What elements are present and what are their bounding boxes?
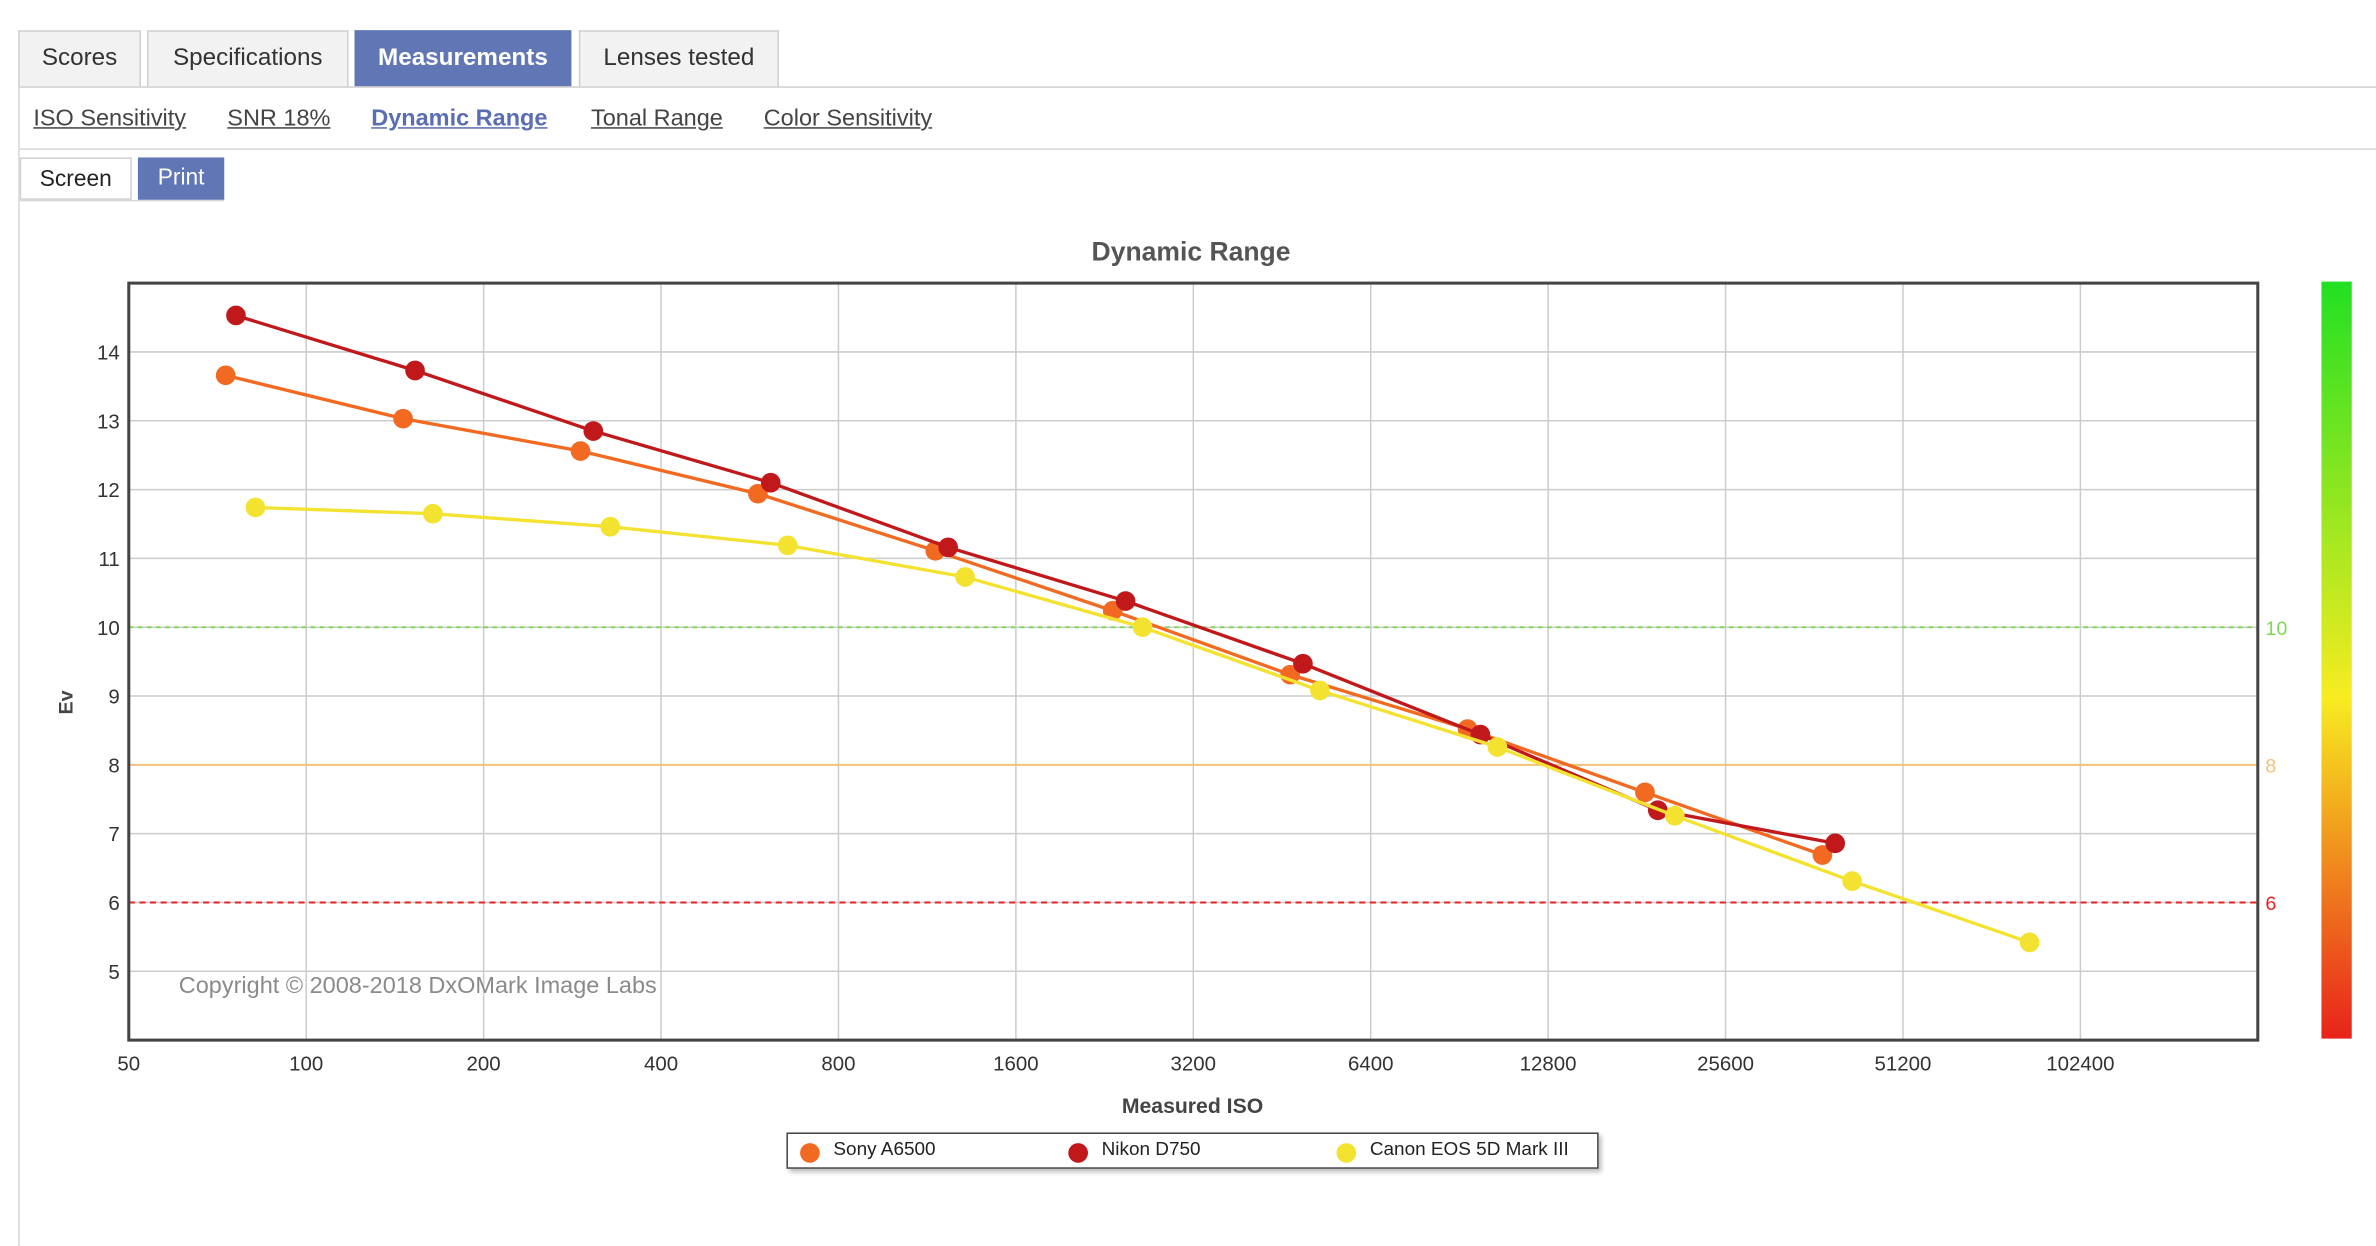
data-point-canon	[422, 503, 443, 524]
y-tick-label: 6	[108, 892, 119, 915]
x-tick-label: 100	[289, 1052, 323, 1075]
content-frame	[18, 87, 2376, 1246]
data-point-nikon	[226, 305, 246, 326]
data-point-canon	[1310, 680, 1330, 701]
tab-measurements[interactable]: Measurements	[354, 30, 572, 87]
subnav-color-sensitivity[interactable]: Color Sensitivity	[763, 105, 933, 132]
data-point-nikon	[938, 537, 959, 558]
dynamic-range-chart: Dynamic Range 10 8 6 5 6 7 8 9 10 11 12 13 14 50 100…	[56, 236, 2352, 1118]
data-point-canon	[600, 516, 621, 537]
legend-canon-label: Canon EOS 5D Mark III	[1369, 1138, 1569, 1160]
data-point-nikon	[760, 472, 781, 493]
y-tick-label: 14	[97, 342, 120, 365]
x-tick-label: 50	[117, 1052, 140, 1075]
chart-title: Dynamic Range	[1092, 236, 1291, 266]
x-tick-label: 200	[467, 1052, 501, 1075]
data-point-sony	[393, 408, 413, 429]
y-tick-label: 11	[98, 548, 119, 571]
y-tick-label: 13	[97, 410, 120, 433]
tab-specifications[interactable]: Specifications	[146, 30, 349, 87]
subnav-divider	[19, 148, 2376, 150]
data-point-nikon	[405, 360, 425, 381]
toggle-divider	[19, 199, 225, 202]
subnav-dynamic-range[interactable]: Dynamic Range	[371, 105, 548, 132]
chart-grid	[128, 283, 2258, 1041]
data-point-nikon	[583, 421, 604, 441]
data-point-nikon	[1293, 653, 1313, 674]
series-line-canon	[255, 505, 2031, 945]
y-tick-label: 7	[108, 823, 119, 846]
data-series	[215, 305, 2040, 953]
x-axis-label: Measured ISO	[1122, 1095, 1263, 1118]
y-tick-label: 10	[97, 617, 120, 640]
reference-label-6: 6	[2265, 893, 2276, 915]
data-point-canon	[1487, 737, 1508, 757]
y-tick-label: 9	[108, 686, 119, 709]
print-toggle-button[interactable]: Print	[137, 157, 225, 200]
data-point-canon	[1842, 871, 1863, 891]
y-tick-label: 12	[97, 479, 120, 502]
reference-lines: 10 8 6	[128, 618, 2287, 915]
y-tick-label: 5	[108, 961, 119, 984]
chart-legend: Sony A6500 Nikon D750 Canon EOS 5D Mark …	[786, 1132, 1599, 1169]
plot-frame	[127, 281, 2260, 1042]
data-point-canon	[777, 535, 798, 556]
reference-label-8: 8	[2265, 755, 2276, 777]
data-point-canon	[1664, 805, 1685, 826]
x-tick-label: 12800	[1520, 1052, 1577, 1075]
tab-scores[interactable]: Scores	[18, 30, 141, 87]
y-axis-ticks: 5 6 7 8 9 10 11 12 13 14	[97, 342, 120, 984]
data-point-sony	[1635, 782, 1655, 803]
legend-nikon-marker	[1068, 1143, 1088, 1163]
y-tick-label: 8	[108, 754, 119, 777]
main-tabs: Scores Specifications Measurements Lense…	[18, 30, 2376, 88]
data-point-sony	[748, 483, 768, 504]
data-point-sony	[1812, 845, 1833, 865]
x-tick-label: 25600	[1697, 1052, 1754, 1075]
data-point-canon	[245, 497, 266, 518]
x-tick-label: 3200	[1171, 1052, 1216, 1075]
screen-toggle-button[interactable]: Screen	[19, 157, 132, 200]
x-tick-label: 51200	[1875, 1052, 1932, 1075]
tab-lenses-tested[interactable]: Lenses tested	[578, 30, 779, 87]
subnav-snr-18[interactable]: SNR 18%	[227, 105, 331, 132]
data-point-nikon	[1825, 833, 1846, 854]
reference-label-10: 10	[2265, 618, 2287, 640]
data-point-canon	[1132, 617, 1153, 638]
x-tick-label: 102400	[2046, 1052, 2114, 1075]
legend-sony-label: Sony A6500	[833, 1138, 936, 1160]
subnav-tonal-range[interactable]: Tonal Range	[590, 105, 723, 132]
series-line-sony	[225, 373, 1824, 857]
x-tick-label: 6400	[1348, 1052, 1393, 1075]
data-point-sony	[570, 441, 591, 461]
x-axis-ticks: 50 100 200 400 800 1600 3200 6400 12800 25600 5120…	[117, 1052, 2114, 1075]
x-tick-label: 400	[644, 1052, 678, 1075]
y-axis-label: Ev	[56, 690, 78, 714]
x-tick-label: 800	[821, 1052, 855, 1075]
subnav-iso-sensitivity[interactable]: ISO Sensitivity	[33, 105, 187, 132]
data-point-canon	[2019, 932, 2040, 953]
copyright-watermark: Copyright © 2008-2018 DxOMark Image Labs	[179, 972, 657, 998]
data-point-nikon	[1115, 591, 1136, 611]
legend-nikon-label: Nikon D750	[1101, 1138, 1201, 1160]
legend-sony-marker	[800, 1143, 820, 1163]
data-point-canon	[955, 567, 975, 587]
series-line-nikon	[235, 313, 1836, 845]
color-scale-bar	[2321, 281, 2352, 1039]
x-tick-label: 1600	[993, 1052, 1038, 1075]
data-point-sony	[215, 365, 236, 386]
legend-canon-marker	[1336, 1143, 1357, 1163]
